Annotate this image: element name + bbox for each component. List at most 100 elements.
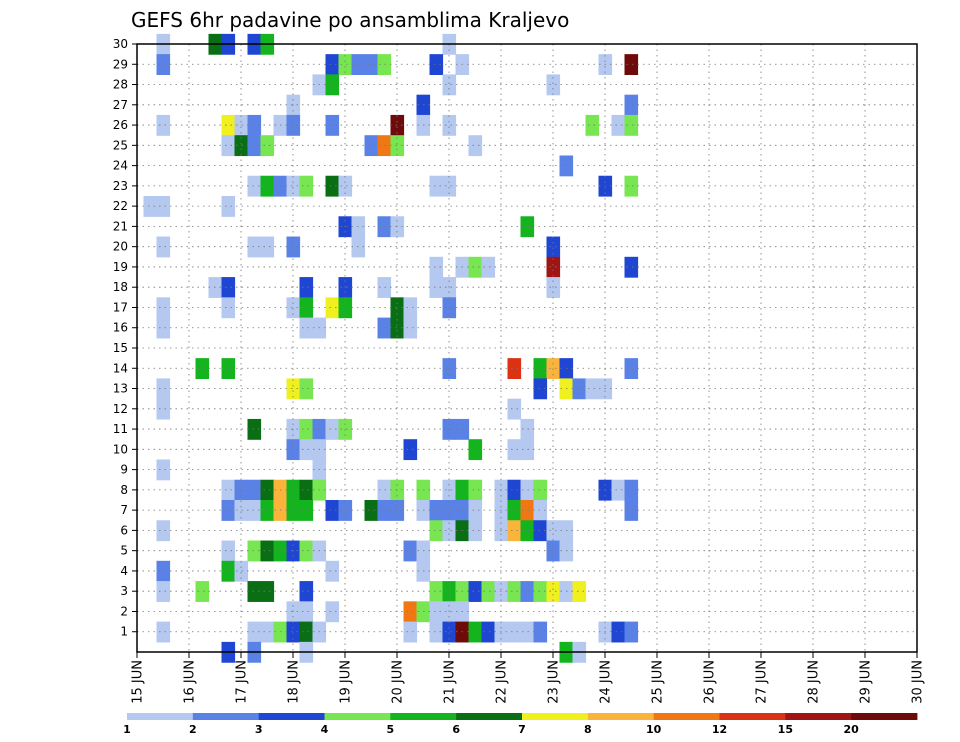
heatmap-cell — [442, 297, 457, 319]
heatmap-cell — [234, 500, 249, 521]
heatmap-cell — [195, 581, 210, 602]
heatmap-cell — [572, 581, 587, 602]
heatmap-cell — [377, 216, 392, 238]
y-tick-label: 2 — [120, 604, 128, 618]
heatmap-cell — [390, 500, 405, 521]
x-tick-label: 18 JUN — [287, 660, 302, 704]
colorbar: 1 2 3 4 5 6 7 8 10 12 15 20 — [123, 713, 918, 736]
y-tick-label: 27 — [113, 98, 128, 112]
heatmap-cell — [390, 317, 405, 339]
x-tick-label: 19 JUN — [339, 660, 354, 704]
colorbar-swatch — [785, 713, 852, 720]
heatmap-cell — [299, 601, 314, 623]
heatmap-cell — [325, 54, 340, 75]
heatmap-cell — [520, 439, 535, 461]
heatmap-cell — [533, 479, 548, 501]
y-tick-label: 26 — [113, 118, 128, 132]
heatmap-cell — [377, 135, 392, 157]
colorbar-label: 15 — [778, 723, 793, 736]
heatmap-cell — [364, 135, 379, 157]
heatmap-cell — [546, 520, 561, 542]
heatmap-cell — [286, 500, 301, 521]
y-tick-label: 3 — [120, 584, 128, 598]
heatmap-cell — [585, 378, 600, 400]
x-tick-label: 21 JUN — [443, 660, 458, 704]
heatmap-cell — [286, 439, 301, 461]
heatmap-cell — [403, 317, 418, 339]
heatmap-cell — [533, 520, 548, 542]
heatmap-cell — [156, 378, 171, 400]
colorbar-swatch — [127, 713, 194, 720]
y-tick-label: 22 — [113, 199, 128, 213]
heatmap-cell — [624, 175, 639, 197]
y-tick-label: 17 — [113, 300, 128, 314]
y-tick-label: 1 — [120, 625, 128, 639]
heatmap-cell — [533, 581, 548, 602]
heatmap-cell — [299, 418, 314, 440]
heatmap-cell — [572, 378, 587, 400]
heatmap-cell — [286, 621, 301, 643]
heatmap-cell — [507, 500, 522, 521]
colorbar-label: 12 — [712, 723, 727, 736]
heatmap-cell — [533, 500, 548, 521]
heatmap-cell — [533, 358, 548, 379]
y-tick-label: 18 — [113, 280, 128, 294]
heatmap-cell — [299, 621, 314, 643]
heatmap-cell — [442, 581, 457, 602]
heatmap-cell — [403, 439, 418, 461]
heatmap-cell — [221, 479, 236, 501]
heatmap-cell — [156, 581, 171, 602]
heatmap-cell — [481, 581, 496, 602]
heatmap-cell — [338, 277, 353, 298]
y-tick-label: 29 — [113, 57, 128, 71]
heatmap-cell — [156, 520, 171, 542]
heatmap-cell — [260, 540, 275, 562]
heatmap-cell — [221, 500, 236, 521]
heatmap-cell — [468, 621, 483, 643]
heatmap-cell — [299, 317, 314, 339]
heatmap-cell — [429, 621, 444, 643]
heatmap-cell — [390, 135, 405, 157]
heatmap-cell — [195, 358, 210, 379]
heatmap-cell — [221, 358, 236, 379]
heatmap-cell — [247, 135, 262, 157]
heatmap-cell — [325, 418, 340, 440]
y-tick-label: 8 — [120, 483, 128, 497]
heatmap-cell — [260, 500, 275, 521]
heatmap-cell — [624, 358, 639, 379]
heatmap-cell — [468, 500, 483, 521]
heatmap-cell — [260, 135, 275, 157]
heatmap-cell — [624, 114, 639, 136]
heatmap-cell — [338, 500, 353, 521]
heatmap-cell — [156, 114, 171, 136]
heatmap-cell — [403, 601, 418, 623]
y-tick-label: 5 — [120, 544, 128, 558]
chart-title: GEFS 6hr padavine po ansamblima Kraljevo — [131, 8, 569, 32]
heatmap-cell — [507, 621, 522, 643]
y-tick-label: 9 — [120, 463, 128, 477]
heatmap-cell — [533, 621, 548, 643]
heatmap-cell — [533, 378, 548, 400]
heatmap-cell — [442, 621, 457, 643]
heatmap-cell — [429, 54, 444, 75]
heatmap-cell — [611, 114, 626, 136]
colorbar-swatch — [587, 713, 655, 720]
heatmap-cell — [299, 439, 314, 461]
heatmap-cell — [624, 621, 639, 643]
heatmap-cell — [442, 520, 457, 542]
heatmap-cell — [377, 317, 392, 339]
heatmap-cell — [377, 277, 392, 298]
heatmap-cell — [468, 479, 483, 501]
heatmap-cell — [546, 236, 561, 258]
y-tick-label: 21 — [113, 219, 128, 233]
colorbar-label: 4 — [321, 723, 329, 736]
y-tick-label: 30 — [113, 37, 128, 51]
x-tick-label: 22 JUN — [495, 660, 510, 704]
heatmap-cell — [507, 520, 522, 542]
colorbar-label: 7 — [518, 723, 526, 736]
heatmap-cell — [221, 277, 236, 298]
heatmap-cell — [624, 94, 639, 116]
heatmap-cell — [507, 398, 522, 420]
heatmap-cell — [468, 520, 483, 542]
colorbar-swatch — [324, 713, 391, 720]
